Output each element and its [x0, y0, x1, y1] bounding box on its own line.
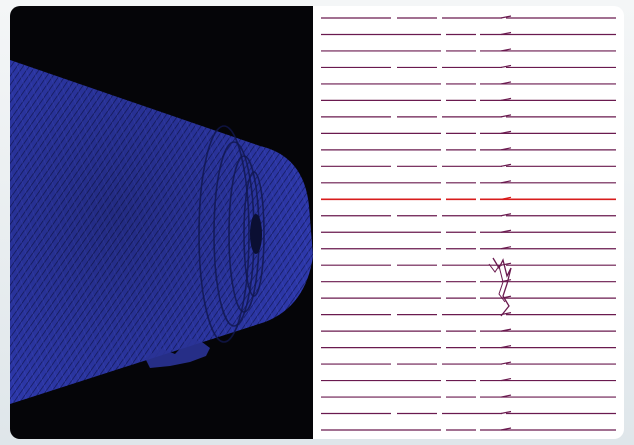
cylinder-end-rings: [198, 125, 265, 343]
trace-bump: [500, 229, 512, 233]
trace-bump: [500, 180, 512, 184]
point-cloud-cylinder-icon: [10, 60, 313, 404]
trace-bump: [500, 147, 512, 151]
trace-bump: [500, 196, 512, 200]
trace-deflection: [492, 257, 512, 317]
trace-bump: [500, 97, 512, 101]
trace-bump: [500, 295, 512, 299]
end-hole: [250, 214, 262, 254]
trace-bump: [500, 345, 512, 349]
trace-bump: [500, 262, 512, 266]
point-cloud-panel: [10, 6, 313, 439]
trace-deflection: [488, 263, 506, 303]
trace-bump: [500, 213, 512, 217]
trace-bump: [500, 328, 512, 332]
trace-bump: [500, 15, 512, 19]
trace-bump: [500, 377, 512, 382]
trace-bump: [500, 427, 512, 431]
stacked-trace-profiles-icon: [321, 15, 616, 431]
trace-bump: [500, 81, 512, 85]
cloud-debris: [145, 338, 210, 368]
trace-bump: [500, 114, 512, 118]
trace-bump: [500, 361, 512, 365]
trace-bump: [500, 394, 512, 398]
trace-bump: [500, 64, 512, 69]
end-ring: [198, 125, 250, 343]
trace-bump: [500, 246, 512, 250]
trace-bump: [500, 130, 512, 134]
trace-profiles-panel: [313, 6, 624, 439]
trace-bump: [500, 163, 512, 167]
trace-bump: [500, 31, 512, 36]
end-ring: [243, 171, 265, 297]
trace-bump: [500, 410, 512, 415]
trace-bump: [500, 48, 512, 52]
